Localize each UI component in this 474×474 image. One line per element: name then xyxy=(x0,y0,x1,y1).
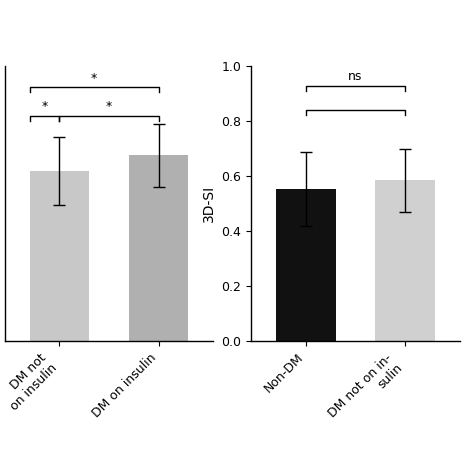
Bar xyxy=(276,189,336,341)
Text: *: * xyxy=(91,72,97,85)
Bar xyxy=(29,171,89,341)
Y-axis label: 3D-SI: 3D-SI xyxy=(202,185,216,222)
Text: *: * xyxy=(106,100,112,113)
Bar xyxy=(129,155,189,341)
Text: *: * xyxy=(41,100,47,113)
Text: ns: ns xyxy=(348,70,363,83)
Bar xyxy=(375,181,435,341)
